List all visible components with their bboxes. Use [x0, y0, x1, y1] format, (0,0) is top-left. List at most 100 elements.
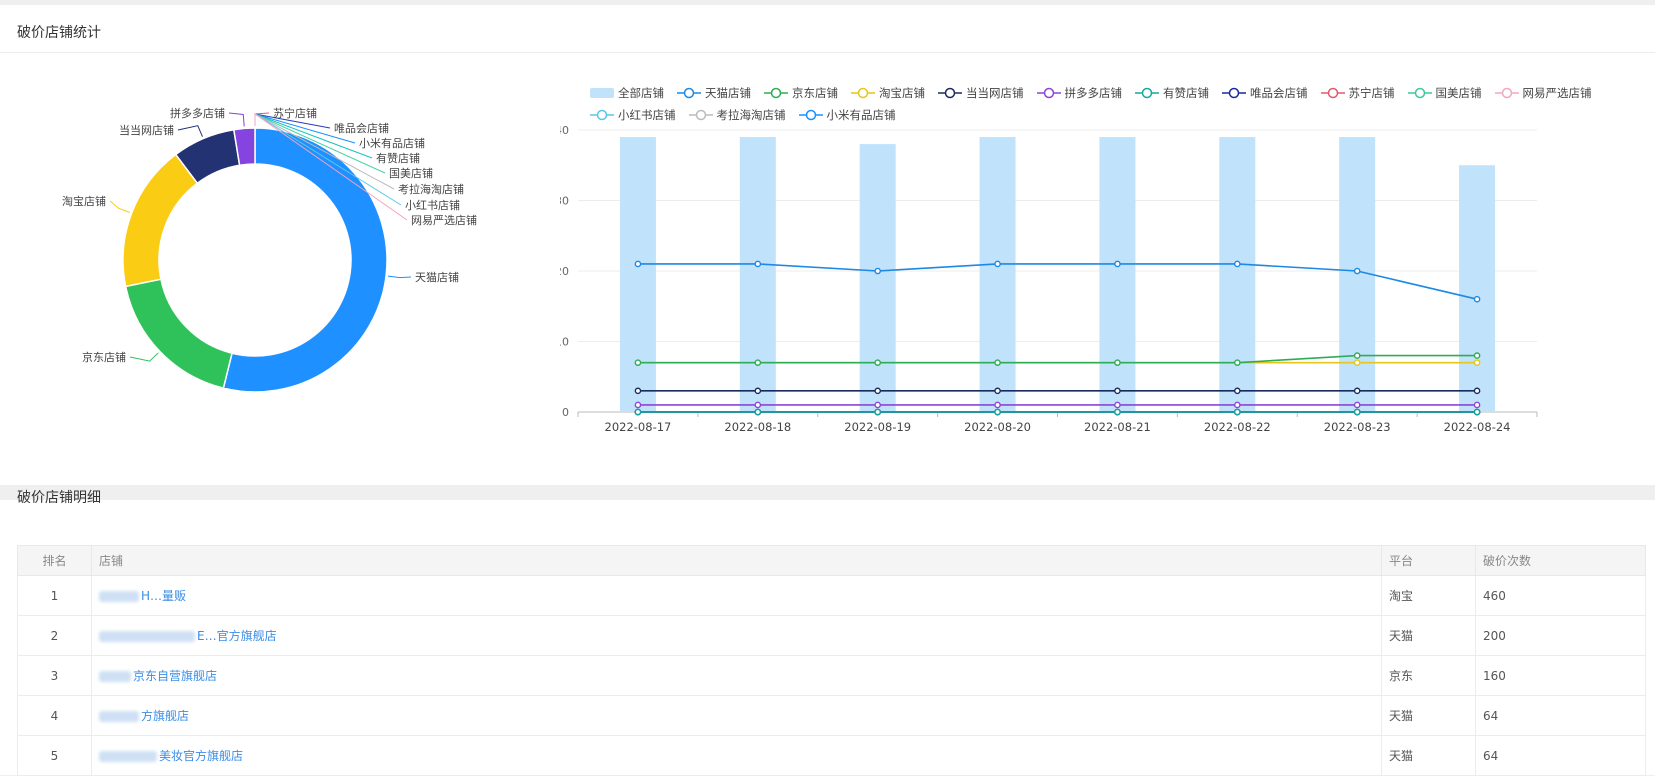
data-point[interactable] — [754, 387, 762, 395]
data-point[interactable] — [1353, 408, 1361, 416]
store-link[interactable]: 京东自营旗舰店 — [91, 655, 1382, 696]
legend-item[interactable]: 网易严选店铺 — [1494, 85, 1592, 101]
legend-item[interactable]: 唯品会店铺 — [1222, 85, 1308, 101]
data-point[interactable] — [1353, 352, 1361, 359]
legend-item[interactable]: 小红书店铺 — [590, 107, 676, 123]
legend-item[interactable]: 全部店铺 — [590, 85, 664, 101]
x-tick-label: 2022-08-21 — [1084, 420, 1151, 434]
col-count-header[interactable]: 破价次数 — [1475, 545, 1646, 576]
store-link[interactable]: 方旗舰店 — [91, 695, 1382, 736]
col-rank-header[interactable]: 排名 — [17, 545, 92, 576]
donut-slice[interactable] — [122, 153, 199, 288]
legend-item[interactable]: 天猫店铺 — [677, 85, 751, 101]
bar[interactable] — [1459, 165, 1496, 412]
data-point[interactable] — [634, 387, 642, 395]
store-link[interactable]: 美妆官方旗舰店 — [91, 735, 1382, 776]
data-point[interactable] — [874, 401, 881, 409]
legend-item[interactable]: 苏宁店铺 — [1320, 85, 1395, 101]
bar[interactable] — [739, 137, 776, 413]
legend-item[interactable]: 拼多多店铺 — [1036, 85, 1122, 101]
data-point[interactable] — [994, 401, 1001, 409]
col-platform-header[interactable]: 平台 — [1381, 545, 1476, 576]
data-point[interactable] — [1234, 408, 1241, 416]
store-name[interactable]: 方旗舰店 — [141, 709, 190, 723]
data-point[interactable] — [1473, 359, 1481, 366]
legend-row: 小红书店铺 考拉海淘店铺 小米有品店铺 — [590, 107, 909, 123]
data-point[interactable] — [994, 260, 1001, 268]
data-point[interactable] — [874, 359, 881, 366]
rank-cell: 5 — [17, 735, 92, 776]
data-point[interactable] — [1234, 387, 1241, 395]
bar[interactable] — [859, 144, 896, 412]
col-store-header[interactable]: 店铺 — [91, 545, 1382, 576]
data-point[interactable] — [1234, 401, 1241, 409]
legend-item[interactable]: 京东店铺 — [764, 85, 838, 101]
data-point[interactable] — [1234, 359, 1241, 366]
data-point[interactable] — [754, 408, 762, 416]
y-tick-label: 0 — [562, 406, 569, 419]
data-point[interactable] — [634, 408, 642, 416]
legend-label: 国美店铺 — [1435, 86, 1482, 100]
data-point[interactable] — [1353, 267, 1361, 275]
data-point[interactable] — [1473, 401, 1481, 409]
legend-item[interactable]: 考拉海淘店铺 — [688, 107, 786, 123]
bar[interactable] — [1219, 137, 1256, 413]
data-point[interactable] — [1114, 408, 1121, 416]
legend-item[interactable]: 当当网店铺 — [938, 85, 1024, 101]
x-tick-label: 2022-08-19 — [844, 420, 911, 434]
data-point[interactable] — [754, 401, 762, 409]
data-point[interactable] — [754, 359, 762, 366]
data-point[interactable] — [1353, 387, 1361, 395]
legend-item[interactable]: 国美店铺 — [1407, 85, 1482, 101]
data-point[interactable] — [1114, 260, 1121, 268]
legend-item[interactable]: 小米有品店铺 — [798, 107, 896, 123]
data-point[interactable] — [1473, 295, 1481, 303]
data-point[interactable] — [1114, 359, 1121, 366]
data-point[interactable] — [994, 408, 1001, 416]
redacted-text — [99, 631, 195, 642]
count-cell: 460 — [1475, 575, 1646, 616]
redacted-text — [99, 711, 139, 722]
donut-slice[interactable] — [124, 278, 233, 390]
data-point[interactable] — [1353, 401, 1361, 409]
donut-slice[interactable] — [232, 127, 256, 167]
data-point[interactable] — [1353, 359, 1361, 366]
data-point[interactable] — [874, 387, 881, 395]
donut-slice[interactable] — [222, 127, 388, 393]
data-point[interactable] — [1473, 408, 1481, 416]
data-point[interactable] — [1114, 401, 1121, 409]
store-name[interactable]: E…官方旗舰店 — [197, 629, 277, 643]
data-point[interactable] — [874, 267, 881, 275]
data-point[interactable] — [1473, 352, 1481, 359]
data-point[interactable] — [994, 359, 1001, 366]
data-point[interactable] — [994, 387, 1001, 395]
legend-label: 有赞店铺 — [1163, 86, 1209, 100]
store-link[interactable]: H…量贩 — [91, 575, 1382, 616]
data-point[interactable] — [1114, 387, 1121, 395]
label-leader-line — [177, 125, 203, 137]
detail-table: 排名 店铺 平台 破价次数 1 H…量贩 淘宝 460 2 E…官方旗舰店 天猫… — [17, 545, 1646, 776]
store-name[interactable]: 京东自营旗舰店 — [133, 669, 218, 683]
data-point[interactable] — [874, 408, 881, 416]
bar[interactable] — [619, 137, 656, 413]
legend-line-icon — [590, 109, 614, 121]
data-point[interactable] — [634, 359, 642, 366]
data-point[interactable] — [634, 260, 642, 268]
store-link[interactable]: E…官方旗舰店 — [91, 615, 1382, 656]
legend-item[interactable]: 有赞店铺 — [1135, 85, 1209, 101]
bar[interactable] — [979, 137, 1016, 413]
summary-divider — [0, 52, 1655, 53]
legend-line-icon — [1135, 87, 1159, 99]
bar[interactable] — [1099, 137, 1136, 413]
data-point[interactable] — [634, 401, 642, 409]
data-point[interactable] — [1234, 260, 1241, 268]
store-name[interactable]: 美妆官方旗舰店 — [159, 749, 244, 763]
data-point[interactable] — [754, 260, 762, 268]
series-line — [637, 354, 1478, 364]
data-point[interactable] — [1473, 387, 1481, 395]
legend-item[interactable]: 淘宝店铺 — [851, 85, 925, 101]
count-cell: 160 — [1475, 655, 1646, 696]
legend-label: 网易严选店铺 — [1522, 86, 1592, 100]
store-name[interactable]: H…量贩 — [141, 589, 187, 603]
count-cell: 64 — [1475, 735, 1646, 776]
